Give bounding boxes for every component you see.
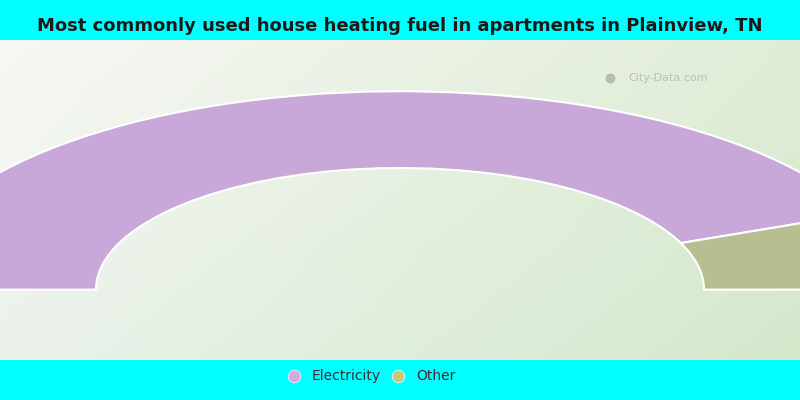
Wedge shape <box>681 214 800 290</box>
Text: Other: Other <box>416 369 455 383</box>
Text: City-Data.com: City-Data.com <box>628 73 708 83</box>
Wedge shape <box>0 91 800 290</box>
Text: Electricity: Electricity <box>312 369 381 383</box>
Text: Most commonly used house heating fuel in apartments in Plainview, TN: Most commonly used house heating fuel in… <box>38 17 762 35</box>
